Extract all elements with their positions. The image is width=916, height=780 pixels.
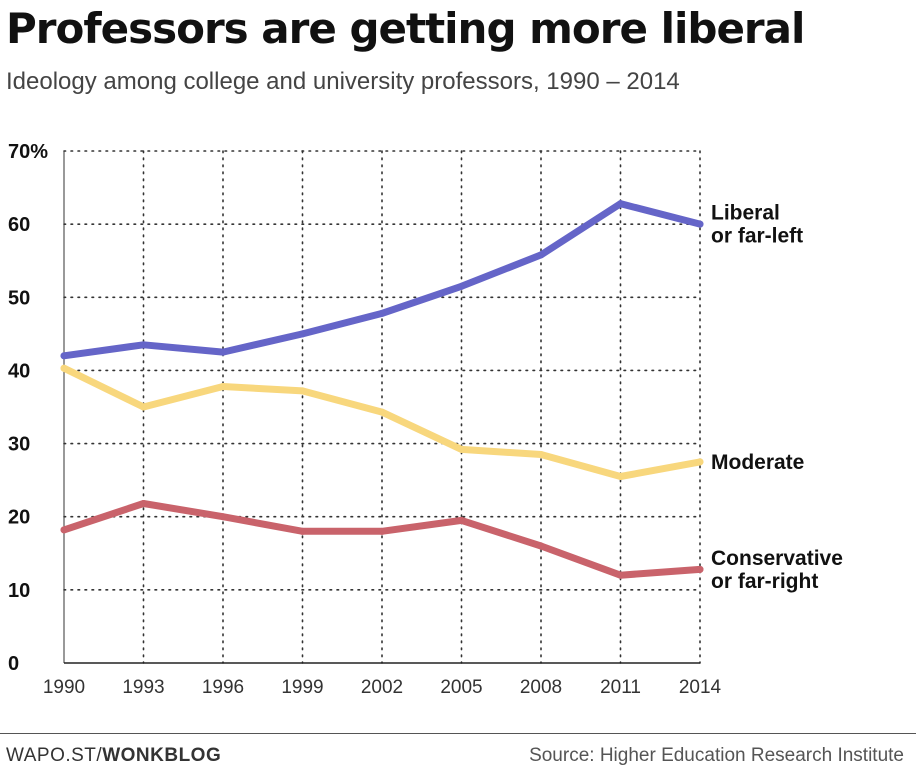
chart-subtitle: Ideology among college and university pr… (6, 68, 680, 95)
x-tick-label: 2011 (600, 677, 641, 698)
data-point (219, 348, 227, 356)
data-point (617, 472, 624, 480)
data-point (219, 383, 227, 391)
data-point (458, 516, 465, 524)
data-point (537, 542, 545, 550)
data-point (458, 445, 465, 453)
y-tick-label: 50 (8, 287, 30, 309)
data-point (378, 309, 386, 317)
y-tick-label: 10 (8, 580, 30, 602)
grid (63, 150, 701, 664)
chart-title: Professors are getting more liberal (6, 4, 805, 53)
y-tick-label: 30 (8, 434, 30, 456)
data-point (378, 527, 386, 535)
data-point (696, 220, 704, 228)
data-point (696, 565, 704, 573)
data-point (696, 458, 704, 466)
data-point (537, 451, 545, 459)
y-tick-label: 0 (8, 653, 19, 675)
x-tick-label: 2002 (361, 677, 403, 698)
data-point (617, 200, 624, 208)
credit-prefix: WAPO.ST/ (6, 745, 103, 766)
data-point (140, 500, 147, 508)
footer-credit: WAPO.ST/WONKBLOG (6, 745, 221, 767)
data-point (60, 364, 68, 372)
x-tick-label: 2008 (520, 677, 562, 698)
data-point (617, 571, 624, 579)
data-point (299, 330, 306, 338)
data-point (537, 251, 545, 259)
x-tick-label: 1990 (43, 677, 85, 698)
series-label: or far-right (711, 570, 818, 593)
data-point (140, 403, 147, 411)
series-label: or far-left (711, 225, 803, 248)
data-point (378, 408, 386, 416)
x-tick-label: 1996 (202, 677, 244, 698)
footer-divider (0, 733, 916, 734)
data-point (60, 526, 68, 534)
x-tick-label: 1999 (281, 677, 323, 698)
y-tick-label: 20 (8, 507, 30, 529)
series-label: Liberal (711, 202, 780, 225)
data-point (458, 282, 465, 290)
source-note: Source: Higher Education Research Instit… (529, 745, 904, 766)
series-label: Moderate (711, 451, 804, 474)
y-tick-label: 60 (8, 214, 30, 236)
axes: 0 10 20 30 40 50 60 70% 1990 1993 1996 1999 2002 2005… (8, 141, 722, 698)
y-tick-label: 70% (8, 141, 48, 163)
credit-brand: WONKBLOG (102, 745, 222, 766)
data-point (60, 352, 68, 360)
data-point (140, 341, 147, 349)
data-point (299, 527, 306, 535)
data-point (219, 513, 227, 521)
data-point (299, 387, 306, 395)
x-tick-label: 2014 (679, 677, 722, 698)
x-tick-label: 1993 (122, 677, 164, 698)
series-label: Conservative (711, 547, 843, 570)
line-chart: 0 10 20 30 40 50 60 70% 1990 1993 1996 1999 2002 2005… (8, 141, 843, 698)
x-tick-label: 2005 (440, 677, 482, 698)
y-tick-label: 40 (8, 360, 30, 382)
series-lines (60, 200, 704, 579)
